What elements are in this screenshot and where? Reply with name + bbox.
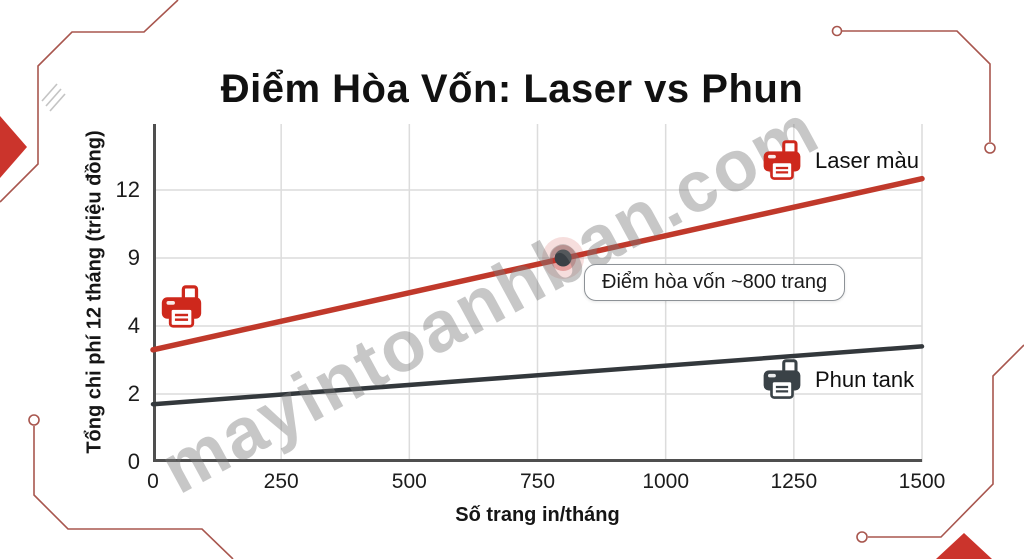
legend-phun-label: Phun tank: [815, 367, 915, 392]
legend-laser: Laser màu: [761, 140, 919, 182]
circuit-line-bottom-left: [33, 426, 234, 559]
y-tick-2: 2: [127, 381, 140, 406]
breakeven-dot: [554, 249, 572, 267]
legend-phun: Phun tank: [761, 359, 914, 401]
x-axis-title: Số trang in/tháng: [455, 504, 620, 526]
y-tick-0: 0: [127, 449, 140, 474]
x-tick-1500: 1500: [898, 470, 946, 493]
x-tick-1000: 1000: [642, 470, 690, 493]
circuit-line-top-left: [0, 0, 179, 203]
y-tick-12: 12: [115, 177, 140, 202]
page-title: Điểm Hòa Vốn: Laser vs Phun: [220, 66, 804, 111]
circuit-line-bottom-right: [868, 344, 1024, 538]
hatch-mark: [45, 88, 62, 107]
x-tick-0: 0: [147, 470, 159, 493]
inkjet-printer-icon: [761, 359, 803, 401]
hatch-mark: [49, 93, 66, 112]
circuit-node-bottom-left: [28, 414, 40, 426]
plot-area: [150, 124, 925, 462]
series-line-phun: [150, 344, 925, 407]
x-tick-250: 250: [263, 470, 299, 493]
series-line-laser: [150, 175, 925, 353]
laser-printer-icon: [761, 140, 803, 182]
hatch-mark: [41, 83, 58, 102]
breakeven-annotation: Điểm hòa vốn ~800 trang: [584, 264, 846, 301]
x-tick-750: 750: [519, 470, 556, 493]
x-axis-ticks: 0 250 500 750 1000 1250 1500: [147, 470, 945, 498]
x-tick-500: 500: [391, 470, 427, 493]
circuit-node-top-right-end: [984, 142, 996, 154]
legend-laser-label: Laser màu: [815, 148, 919, 173]
laser-printer-chart-icon: [159, 285, 204, 330]
y-tick-4: 4: [127, 313, 140, 338]
x-tick-1250: 1250: [770, 470, 818, 493]
line-chart: [150, 124, 925, 462]
circuit-node-top-right-start: [831, 25, 843, 37]
y-tick-9: 9: [127, 245, 140, 270]
circuit-line-top-right: [842, 30, 991, 142]
circuit-node-bottom-right: [856, 531, 868, 543]
red-triangle-bottom-right: [936, 533, 992, 559]
red-diamond-left: [0, 116, 27, 178]
